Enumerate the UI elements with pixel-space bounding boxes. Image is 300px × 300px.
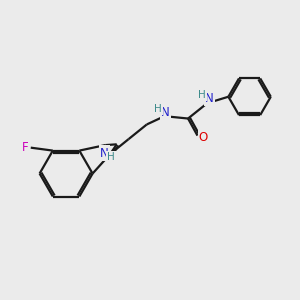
Text: F: F <box>22 141 29 154</box>
Text: H: H <box>107 152 115 163</box>
Text: N: N <box>161 106 170 118</box>
Text: H: H <box>198 90 206 100</box>
Text: N: N <box>205 92 214 105</box>
Text: H: H <box>154 104 162 114</box>
Text: N: N <box>100 146 109 160</box>
Text: O: O <box>199 130 208 144</box>
